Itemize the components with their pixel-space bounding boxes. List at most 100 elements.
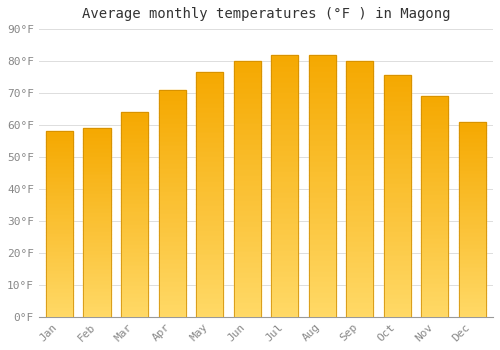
Bar: [234, 225, 260, 230]
Bar: [384, 259, 411, 264]
Bar: [271, 290, 298, 296]
Bar: [234, 127, 260, 133]
Bar: [271, 102, 298, 107]
Bar: [121, 145, 148, 149]
Bar: [384, 187, 411, 191]
Bar: [346, 184, 374, 189]
Bar: [84, 155, 110, 158]
Bar: [196, 263, 223, 268]
Bar: [84, 219, 110, 223]
Bar: [196, 106, 223, 111]
Bar: [158, 289, 186, 294]
Bar: [46, 302, 73, 306]
Bar: [308, 123, 336, 128]
Bar: [422, 264, 448, 268]
Bar: [308, 154, 336, 160]
Bar: [459, 309, 486, 313]
Bar: [84, 245, 110, 249]
Bar: [234, 209, 260, 215]
Bar: [384, 312, 411, 317]
Bar: [158, 217, 186, 222]
Bar: [196, 278, 223, 282]
Bar: [158, 235, 186, 240]
Bar: [271, 60, 298, 65]
Bar: [158, 103, 186, 108]
Bar: [234, 92, 260, 97]
Bar: [234, 250, 260, 256]
Bar: [234, 256, 260, 260]
Bar: [308, 306, 336, 312]
Bar: [459, 243, 486, 247]
Bar: [46, 261, 73, 265]
Bar: [158, 144, 186, 149]
Bar: [459, 130, 486, 133]
Bar: [158, 153, 186, 158]
Bar: [121, 120, 148, 125]
Bar: [84, 294, 110, 298]
Bar: [308, 91, 336, 97]
Bar: [84, 128, 110, 317]
Bar: [121, 272, 148, 276]
Bar: [196, 199, 223, 204]
Bar: [158, 222, 186, 226]
Bar: [121, 112, 148, 116]
Bar: [346, 286, 374, 291]
Bar: [346, 82, 374, 86]
Bar: [196, 136, 223, 141]
Bar: [84, 147, 110, 151]
Bar: [196, 292, 223, 297]
Bar: [46, 158, 73, 161]
Bar: [196, 126, 223, 131]
Bar: [84, 313, 110, 317]
Bar: [308, 70, 336, 76]
Bar: [121, 309, 148, 313]
Bar: [384, 167, 411, 172]
Bar: [384, 85, 411, 90]
Bar: [46, 265, 73, 268]
Bar: [346, 158, 374, 163]
Bar: [346, 235, 374, 240]
Bar: [346, 138, 374, 143]
Bar: [422, 189, 448, 193]
Bar: [346, 143, 374, 148]
Bar: [234, 291, 260, 296]
Bar: [234, 260, 260, 266]
Bar: [158, 167, 186, 172]
Bar: [346, 153, 374, 158]
Bar: [46, 284, 73, 287]
Bar: [308, 97, 336, 102]
Bar: [459, 274, 486, 278]
Bar: [158, 267, 186, 271]
Bar: [84, 264, 110, 268]
Bar: [422, 273, 448, 277]
Bar: [84, 215, 110, 219]
Bar: [84, 234, 110, 238]
Bar: [459, 133, 486, 138]
Bar: [422, 220, 448, 224]
Bar: [158, 162, 186, 167]
Bar: [46, 168, 73, 172]
Bar: [196, 141, 223, 146]
Bar: [121, 125, 148, 128]
Bar: [196, 282, 223, 287]
Bar: [121, 280, 148, 284]
Bar: [84, 208, 110, 211]
Bar: [84, 275, 110, 279]
Bar: [422, 233, 448, 237]
Bar: [308, 118, 336, 123]
Bar: [196, 268, 223, 273]
Bar: [46, 295, 73, 298]
Bar: [121, 284, 148, 288]
Bar: [46, 202, 73, 205]
Bar: [196, 160, 223, 165]
Bar: [384, 201, 411, 206]
Bar: [271, 76, 298, 81]
Bar: [196, 234, 223, 239]
Bar: [121, 247, 148, 251]
Bar: [121, 259, 148, 264]
Bar: [384, 95, 411, 99]
Bar: [346, 112, 374, 117]
Bar: [459, 149, 486, 153]
Bar: [271, 212, 298, 217]
Bar: [384, 302, 411, 307]
